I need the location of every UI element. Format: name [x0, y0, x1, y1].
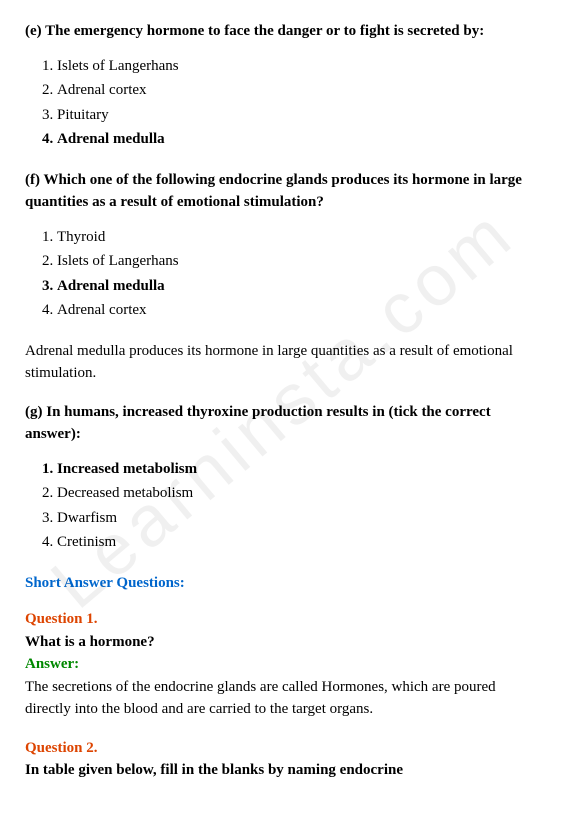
option-item: Islets of Langerhans: [57, 55, 541, 78]
option-item-correct: Adrenal medulla: [57, 128, 541, 151]
answer-1-text: The secretions of the endocrine glands a…: [25, 676, 541, 721]
question-f-explanation: Adrenal medulla produces its hormone in …: [25, 340, 541, 385]
question-2-label: Question 2.: [25, 737, 541, 760]
option-item: Cretinism: [57, 531, 541, 554]
qa-block-2: Question 2. In table given below, fill i…: [25, 737, 541, 782]
question-1-label: Question 1.: [25, 608, 541, 631]
option-item: Adrenal cortex: [57, 79, 541, 102]
option-item-correct: Adrenal medulla: [57, 275, 541, 298]
option-item: Dwarfism: [57, 507, 541, 530]
question-f-options: Thyroid Islets of Langerhans Adrenal med…: [25, 226, 541, 322]
qa-block-1: Question 1. What is a hormone? Answer: T…: [25, 608, 541, 721]
answer-1-label: Answer:: [25, 653, 541, 676]
option-item: Islets of Langerhans: [57, 250, 541, 273]
question-g-options: Increased metabolism Decreased metabolis…: [25, 458, 541, 554]
question-e-options: Islets of Langerhans Adrenal cortex Pitu…: [25, 55, 541, 151]
option-item: Decreased metabolism: [57, 482, 541, 505]
option-item: Thyroid: [57, 226, 541, 249]
question-1-text: What is a hormone?: [25, 631, 541, 654]
section-header: Short Answer Questions:: [25, 572, 541, 595]
question-e-title: (e) The emergency hormone to face the da…: [25, 20, 541, 43]
option-item: Adrenal cortex: [57, 299, 541, 322]
option-item: Pituitary: [57, 104, 541, 127]
question-g-title: (g) In humans, increased thyroxine produ…: [25, 401, 541, 446]
question-f-title: (f) Which one of the following endocrine…: [25, 169, 541, 214]
option-item-correct: Increased metabolism: [57, 458, 541, 481]
question-2-text: In table given below, fill in the blanks…: [25, 759, 541, 782]
